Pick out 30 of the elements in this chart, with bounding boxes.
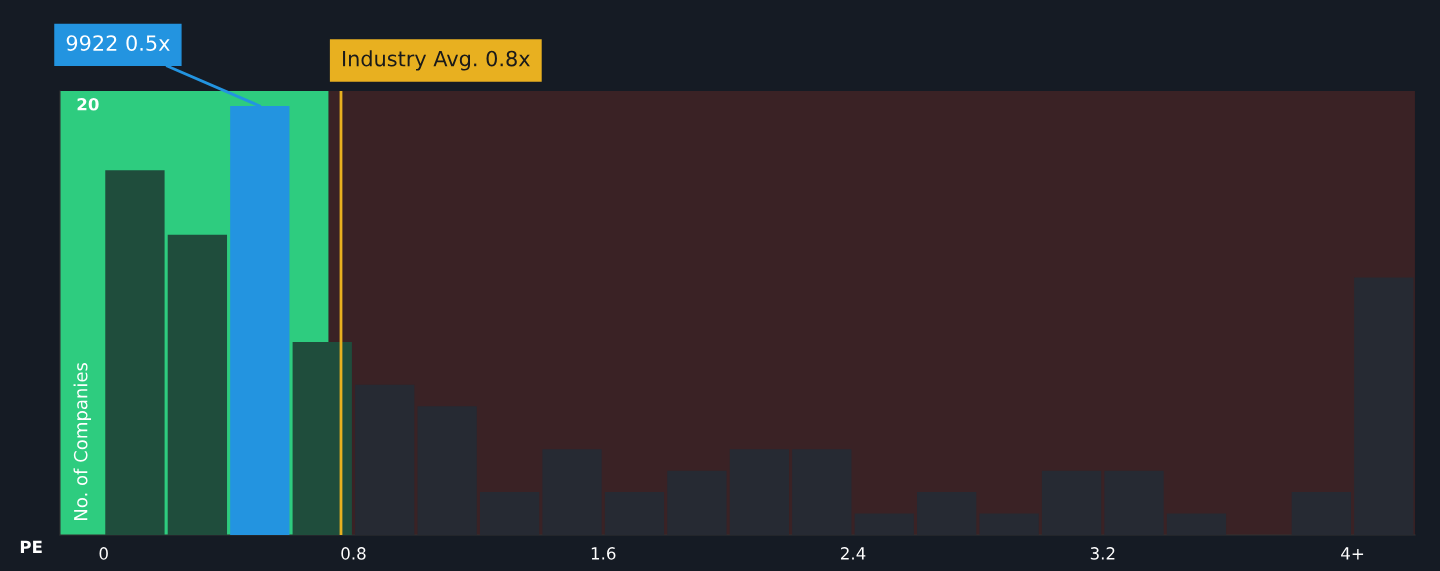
bar bbox=[1354, 277, 1414, 535]
bar bbox=[542, 449, 602, 535]
bar bbox=[1104, 470, 1164, 535]
bar bbox=[479, 492, 540, 535]
x-tick-label: 0.8 bbox=[341, 547, 366, 560]
x-tick-label: 1.6 bbox=[591, 547, 616, 560]
ref-line-label: Industry Avg. 0.8x bbox=[343, 50, 530, 71]
annotation: 9922 0.5x bbox=[66, 35, 170, 51]
bar bbox=[792, 449, 852, 535]
bar bbox=[1041, 470, 1102, 535]
bar bbox=[167, 234, 228, 535]
x-tick-label: 3.2 bbox=[1090, 547, 1115, 560]
bar bbox=[1291, 492, 1351, 535]
x-tick-label: 2.4 bbox=[840, 547, 866, 560]
bar bbox=[355, 384, 415, 535]
bar bbox=[604, 492, 665, 535]
bar bbox=[292, 341, 352, 535]
bar bbox=[105, 170, 165, 535]
x-axis-title: PE bbox=[20, 540, 42, 553]
bar bbox=[729, 449, 790, 535]
annotation: 20 bbox=[77, 97, 99, 111]
bar bbox=[917, 492, 977, 535]
y-axis-title: No. of Companies bbox=[73, 362, 92, 520]
bar bbox=[854, 513, 914, 535]
bar bbox=[417, 406, 477, 535]
bar bbox=[979, 513, 1039, 535]
bar bbox=[1166, 513, 1227, 535]
x-tick-label: 0 bbox=[99, 547, 108, 560]
bar bbox=[667, 470, 727, 535]
x-tick-label: 4+ bbox=[1341, 547, 1364, 560]
